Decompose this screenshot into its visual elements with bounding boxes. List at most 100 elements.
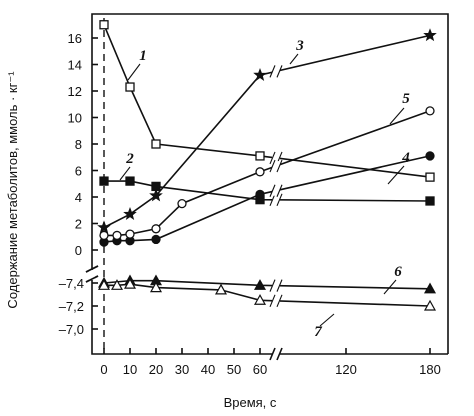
series-1-point xyxy=(151,139,161,149)
x-axis-title: Время, с xyxy=(224,395,277,410)
series-break-gap xyxy=(272,295,280,306)
series-6-point xyxy=(423,282,437,294)
series-label-leader xyxy=(383,279,397,295)
y-tick-label: –7,2 xyxy=(59,299,84,314)
y-tick-label: 10 xyxy=(68,111,82,126)
y-tick-label: 2 xyxy=(75,217,82,232)
series-7-point xyxy=(123,277,137,289)
series-label-leader xyxy=(389,107,405,125)
series-7-point xyxy=(110,279,124,290)
series-line-5 xyxy=(104,110,431,237)
series-break-mark xyxy=(276,193,283,206)
x-tick-label: 10 xyxy=(123,362,137,377)
y-tick-label: 12 xyxy=(68,84,82,99)
y-tick-label: 8 xyxy=(75,137,82,152)
series-label-1: 1 xyxy=(139,48,147,64)
x-tick-label: 120 xyxy=(335,362,357,377)
y-tick-label: 6 xyxy=(75,164,82,179)
series-break-mark xyxy=(276,65,283,78)
y-tick-label: –7,0 xyxy=(59,322,84,337)
series-2-point xyxy=(425,196,435,206)
y-axis-break-mark xyxy=(85,275,99,283)
series-3-point xyxy=(97,220,111,234)
series-break-mark xyxy=(269,184,276,197)
series-5-point xyxy=(425,106,435,116)
series-break-gap xyxy=(272,194,280,205)
series-4-point xyxy=(151,234,161,245)
series-label-2: 2 xyxy=(125,151,134,167)
x-tick-label: 50 xyxy=(227,362,241,377)
plot-frame xyxy=(91,13,449,354)
series-break-gap xyxy=(272,66,280,77)
series-break-gap xyxy=(272,280,280,291)
series-5-point xyxy=(177,198,187,209)
series-break-mark xyxy=(269,65,276,78)
y-tick-label: –7,4 xyxy=(59,276,84,291)
series-break-mark xyxy=(269,193,276,206)
series-break-gap xyxy=(272,152,280,163)
x-tick-label: 0 xyxy=(100,362,107,377)
series-break-gap xyxy=(272,185,280,196)
series-label-4: 4 xyxy=(401,150,410,166)
series-5-point xyxy=(112,230,122,241)
series-label-6: 6 xyxy=(394,264,402,280)
series-label-5: 5 xyxy=(402,91,410,107)
x-axis-gap xyxy=(272,350,280,358)
series-break-mark xyxy=(276,294,283,308)
series-break-mark xyxy=(269,294,276,308)
x-tick-label: 40 xyxy=(201,362,215,377)
series-break-mark xyxy=(269,279,276,292)
y-axis-title: Содержание метаболитов, ммоль · кг⁻¹ xyxy=(5,71,20,309)
series-label-leader xyxy=(319,313,335,327)
series-break-gap xyxy=(272,161,280,172)
series-break-mark xyxy=(276,279,283,292)
series-break-mark xyxy=(269,159,276,173)
y-tick-label: 16 xyxy=(68,31,82,46)
series-7-point xyxy=(97,279,111,290)
series-label-leader xyxy=(127,63,141,81)
x-tick-label: 180 xyxy=(419,362,441,377)
series-1-point xyxy=(425,172,435,182)
series-break-mark xyxy=(269,151,276,165)
series-1-point xyxy=(255,151,265,161)
series-2-point xyxy=(99,176,109,186)
plot-frame-lower xyxy=(91,280,448,355)
series-7-point xyxy=(214,283,228,295)
y-tick-label: 0 xyxy=(75,243,82,258)
y-axis-gap xyxy=(89,270,95,280)
series-7-point xyxy=(423,299,437,311)
series-4-point xyxy=(425,151,435,161)
series-5-point xyxy=(99,230,109,241)
y-axis-break-mark xyxy=(85,265,99,273)
series-5-point xyxy=(151,224,161,234)
series-label-leader xyxy=(387,165,405,185)
series-7-point xyxy=(149,281,163,293)
series-1-point xyxy=(125,82,135,92)
series-label-7: 7 xyxy=(314,324,322,340)
series-label-leader xyxy=(119,166,131,181)
series-7-point xyxy=(253,294,267,305)
series-break-mark xyxy=(276,159,283,173)
series-line-1 xyxy=(103,24,431,178)
x-axis-break-mark xyxy=(276,347,283,361)
y-tick-label: 14 xyxy=(68,58,82,73)
series-3-point xyxy=(123,207,137,221)
series-3-point xyxy=(423,28,437,42)
x-axis-break-mark xyxy=(269,347,276,361)
x-tick-label: 20 xyxy=(149,362,163,377)
series-5-point xyxy=(125,229,135,239)
series-1-point xyxy=(99,20,109,30)
y-tick-label: 4 xyxy=(75,190,82,205)
series-label-3: 3 xyxy=(295,38,304,54)
series-3-point xyxy=(149,188,163,202)
series-5-point xyxy=(255,167,265,177)
series-3-point xyxy=(253,67,267,81)
series-label-leader xyxy=(289,53,299,65)
series-2-point xyxy=(125,176,135,186)
series-break-mark xyxy=(276,184,283,197)
series-4-point xyxy=(255,189,265,200)
x-tick-label: 30 xyxy=(175,362,189,377)
series-6-point xyxy=(253,279,267,290)
x-tick-label: 60 xyxy=(253,362,267,377)
